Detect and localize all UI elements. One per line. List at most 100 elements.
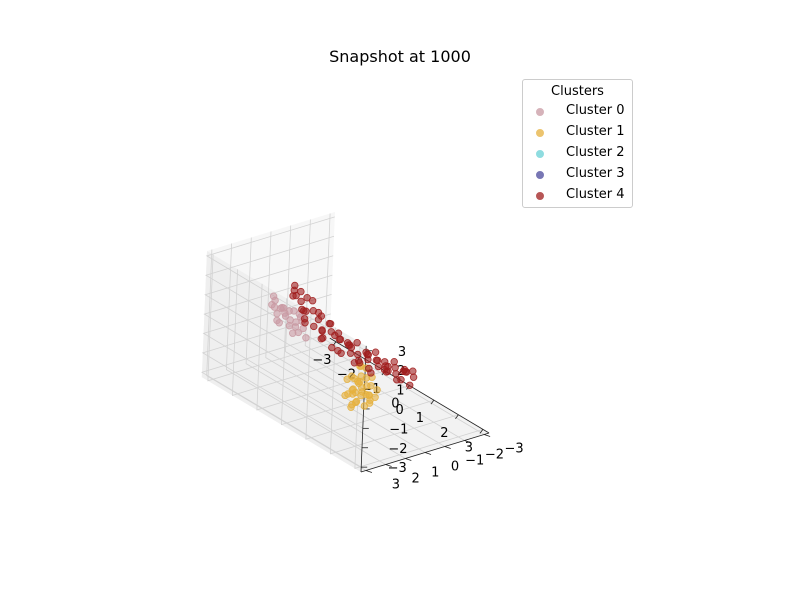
y-tick-mark (365, 470, 373, 473)
x-tick-label: −3 (312, 353, 331, 368)
y-tick-label: −2 (485, 448, 504, 463)
legend-marker-cluster-3 (536, 171, 544, 179)
y-tick-label: 2 (411, 472, 419, 487)
point-cluster-4 (343, 339, 352, 347)
point-cluster-4 (362, 348, 370, 356)
point-cluster-4 (334, 329, 343, 337)
point-cluster-1 (371, 393, 379, 401)
point-cluster-4 (381, 358, 389, 366)
gridline-y (225, 243, 386, 465)
x-tick-mark (455, 414, 459, 419)
legend: Clusters Cluster 0 Cluster 1 Cluster 2 C… (522, 79, 633, 208)
legend-marker-cluster-0 (536, 108, 544, 116)
point-cluster-0 (281, 312, 290, 320)
point-cluster-4 (327, 328, 335, 336)
point-cluster-4 (300, 307, 308, 315)
point-cluster-1 (363, 382, 371, 390)
z-tick-label: −2 (388, 442, 407, 457)
point-cluster-4 (308, 297, 317, 305)
point-cluster-4 (353, 339, 361, 347)
point-cluster-4 (335, 335, 344, 343)
point-cluster-4 (303, 294, 311, 302)
point-cluster-1 (355, 379, 363, 387)
gridline-z (205, 216, 367, 352)
point-cluster-4 (409, 367, 417, 375)
z-tick-label: 0 (395, 403, 403, 418)
gridline-x (231, 269, 361, 396)
legend-marker-cluster-2 (536, 150, 544, 158)
point-cluster-4 (337, 349, 345, 357)
y-tick-mark (464, 440, 471, 443)
point-cluster-4 (346, 349, 355, 357)
legend-entry-cluster-4: Cluster 4 (523, 186, 633, 206)
point-cluster-0 (270, 303, 279, 311)
x-tick-label: 2 (440, 426, 448, 441)
point-cluster-4 (371, 348, 380, 356)
chart-title: Snapshot at 1000 (329, 47, 471, 66)
gridline-z (201, 332, 362, 468)
y-tick-label: −1 (465, 454, 484, 469)
point-cluster-4 (391, 364, 399, 372)
point-cluster-4 (291, 281, 299, 290)
y-tick-label: −3 (505, 442, 524, 457)
point-cluster-4 (297, 287, 305, 296)
legend-marker-cluster-1 (536, 129, 544, 137)
gridline-x (256, 283, 386, 411)
point-cluster-4 (292, 291, 300, 300)
point-cluster-4 (390, 358, 398, 366)
gridline-y (206, 249, 367, 471)
point-cluster-1 (352, 397, 361, 406)
z-tick-label: 3 (398, 345, 406, 360)
point-cluster-4 (319, 334, 327, 342)
legend-entry-cluster-0: Cluster 0 (523, 102, 633, 122)
gridline-x (329, 327, 459, 455)
x-tick-mark (430, 399, 435, 405)
point-cluster-4 (406, 381, 414, 389)
y-tick-mark (483, 434, 491, 437)
legend-title: Clusters (551, 84, 604, 99)
y-tick-mark (405, 458, 412, 461)
z-tick-label: 1 (396, 384, 404, 399)
point-cluster-4 (374, 362, 383, 371)
y-tick-label: 1 (431, 466, 439, 481)
x-tick-mark (479, 429, 484, 434)
point-cluster-0 (294, 328, 302, 337)
point-cluster-0 (285, 322, 294, 330)
legend-entry-cluster-2: Cluster 2 (523, 144, 633, 164)
point-cluster-4 (409, 373, 418, 381)
point-cluster-4 (393, 376, 401, 384)
point-cluster-4 (297, 297, 305, 306)
point-cluster-4 (392, 370, 400, 378)
legend-marker-cluster-4 (536, 192, 544, 200)
point-cluster-4 (372, 356, 381, 364)
gridline-x (207, 254, 337, 382)
gridline-z (203, 274, 364, 410)
point-cluster-1 (344, 390, 352, 398)
legend-label-cluster-0: Cluster 0 (566, 103, 625, 118)
x-tick-label: 3 (465, 440, 473, 455)
point-cluster-0 (290, 307, 298, 315)
point-cluster-4 (325, 319, 334, 328)
legend-entry-cluster-1: Cluster 1 (523, 123, 633, 143)
point-cluster-4 (382, 368, 391, 376)
x-tick-label: 0 (391, 397, 399, 412)
point-cluster-4 (354, 350, 362, 359)
z-tick-label: −3 (388, 461, 407, 476)
gridline-y (265, 231, 426, 453)
legend-label-cluster-4: Cluster 4 (566, 187, 625, 202)
point-cluster-1 (373, 386, 381, 394)
point-cluster-4 (354, 356, 363, 365)
y-tick-label: 0 (451, 460, 459, 475)
point-cluster-4 (365, 364, 373, 373)
gridline-y (245, 237, 406, 459)
legend-entry-cluster-3: Cluster 3 (523, 165, 633, 185)
x-tick-label: 1 (416, 411, 424, 426)
point-cluster-4 (317, 312, 326, 320)
gridline-y (304, 219, 465, 441)
point-cluster-0 (302, 334, 310, 342)
z-tick-label: −1 (389, 422, 408, 437)
point-cluster-4 (318, 326, 326, 334)
y-tick-mark (444, 446, 451, 449)
point-cluster-4 (310, 322, 318, 331)
